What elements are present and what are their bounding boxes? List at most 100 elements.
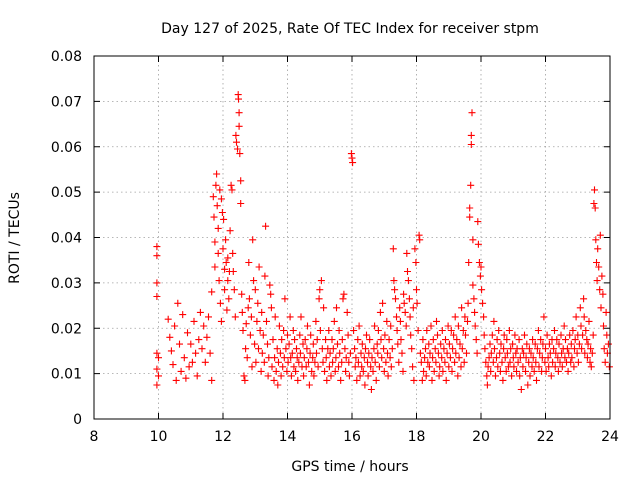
- data-point: [164, 315, 172, 323]
- data-point: [573, 349, 581, 357]
- data-point: [525, 345, 533, 353]
- data-point: [313, 349, 320, 357]
- data-point: [597, 304, 605, 312]
- data-point: [466, 213, 474, 221]
- data-point: [270, 376, 278, 384]
- data-point: [188, 358, 196, 366]
- data-point: [500, 331, 508, 339]
- data-point: [277, 372, 285, 380]
- data-point: [496, 349, 504, 357]
- data-point: [242, 320, 250, 328]
- data-point: [302, 363, 310, 371]
- data-point: [176, 340, 183, 348]
- data-point: [367, 363, 375, 371]
- data-point: [418, 376, 426, 384]
- data-point: [585, 317, 593, 325]
- y-axis-title: ROTI / TECUs: [7, 192, 23, 284]
- data-point: [358, 363, 366, 371]
- data-point: [305, 381, 313, 389]
- data-point: [381, 331, 389, 339]
- data-point: [469, 281, 477, 289]
- data-point: [566, 331, 574, 339]
- data-point: [363, 331, 370, 339]
- data-point: [389, 245, 397, 253]
- data-point: [386, 354, 394, 362]
- data-point: [297, 313, 305, 321]
- data-point: [215, 277, 223, 285]
- data-point: [376, 308, 384, 316]
- data-point: [577, 322, 585, 330]
- data-point: [287, 354, 295, 362]
- x-tick-label: 14: [279, 429, 297, 445]
- data-point: [471, 308, 479, 316]
- data-point: [195, 336, 203, 344]
- data-point: [260, 358, 268, 366]
- data-point: [535, 363, 543, 371]
- data-point: [521, 331, 528, 339]
- data-point: [306, 349, 314, 357]
- data-point: [371, 322, 379, 330]
- data-point: [280, 327, 288, 334]
- chart-title: Day 127 of 2025, Rate Of TEC Index for r…: [161, 21, 539, 37]
- data-point: [374, 327, 382, 334]
- grid: [94, 56, 610, 419]
- data-point: [572, 313, 580, 321]
- data-point: [275, 358, 282, 366]
- data-point: [323, 376, 331, 384]
- data-point: [266, 281, 274, 289]
- data-point: [539, 340, 547, 348]
- data-point: [338, 358, 346, 366]
- data-point: [316, 327, 324, 334]
- data-point: [424, 358, 432, 366]
- data-point: [554, 354, 562, 362]
- data-point: [405, 295, 413, 303]
- data-point: [501, 354, 509, 362]
- data-point: [213, 170, 221, 178]
- data-point: [513, 367, 520, 375]
- data-point: [542, 367, 550, 375]
- data-point: [214, 224, 222, 232]
- data-point: [560, 322, 568, 330]
- data-point: [299, 340, 307, 348]
- data-point: [379, 299, 387, 307]
- data-point: [322, 336, 330, 344]
- data-point: [404, 268, 411, 275]
- data-point: [390, 277, 398, 285]
- data-point: [201, 358, 209, 366]
- data-point: [280, 354, 288, 362]
- data-point: [392, 295, 399, 303]
- data-point: [350, 327, 358, 334]
- data-point: [588, 349, 596, 357]
- data-point: [264, 372, 272, 380]
- data-point: [410, 376, 418, 384]
- data-point: [177, 367, 185, 375]
- data-point: [586, 358, 594, 366]
- data-point: [275, 322, 283, 330]
- data-point: [247, 313, 255, 321]
- data-point: [477, 263, 485, 271]
- data-point: [365, 349, 373, 357]
- data-point: [377, 336, 385, 344]
- data-point: [208, 288, 216, 296]
- data-point: [432, 358, 440, 366]
- data-point: [523, 340, 531, 348]
- data-point: [274, 381, 282, 389]
- data-point: [315, 295, 323, 303]
- data-point: [232, 131, 240, 139]
- data-point: [203, 333, 211, 341]
- data-point: [452, 349, 460, 357]
- data-point: [506, 358, 514, 366]
- data-point: [497, 340, 505, 348]
- data-point: [286, 313, 294, 321]
- data-point: [251, 340, 259, 348]
- data-point: [348, 154, 356, 162]
- data-point: [436, 363, 444, 371]
- data-point: [509, 340, 517, 348]
- data-point: [224, 277, 232, 285]
- data-point: [558, 363, 566, 371]
- data-point: [439, 367, 447, 375]
- data-point: [451, 358, 459, 366]
- data-point: [413, 299, 421, 307]
- data-point: [364, 358, 371, 366]
- data-point: [545, 340, 553, 348]
